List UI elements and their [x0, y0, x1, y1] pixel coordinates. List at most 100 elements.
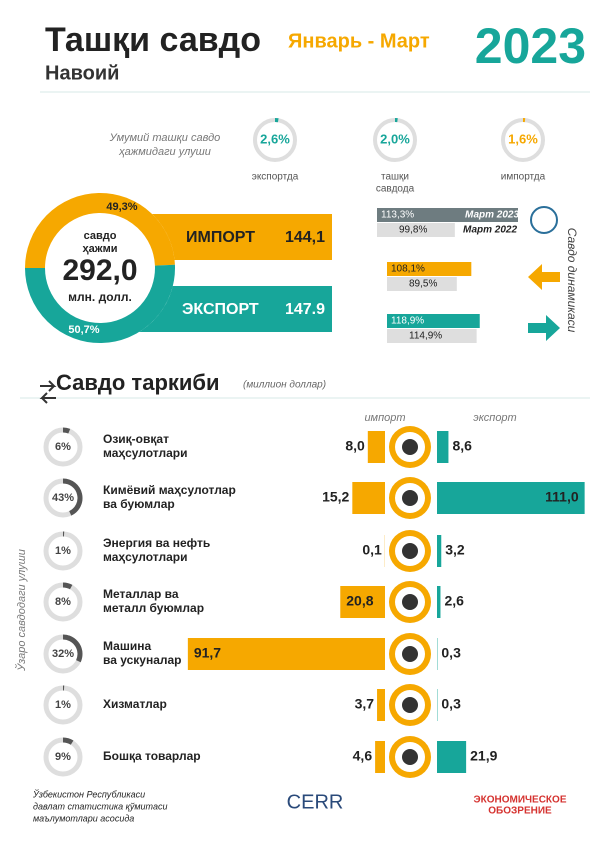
shares-caption: Умумий ташқи савдо — [109, 132, 221, 144]
export-label: 3,2 — [445, 542, 465, 558]
year: 2023 — [475, 18, 586, 74]
import-share: 49,3% — [106, 201, 137, 213]
import-name: ИМПОРТ — [186, 229, 255, 246]
export-share: 50,7% — [68, 324, 99, 336]
export-bar — [437, 431, 449, 463]
export-name: ЭКСПОРТ — [182, 301, 259, 318]
category-icon-core — [402, 490, 418, 506]
row-name: металл буюмлар — [103, 601, 204, 615]
category-icon-core — [402, 543, 418, 559]
current-bar — [377, 208, 466, 222]
legend-bar — [462, 208, 518, 222]
title: Ташқи савдо — [45, 21, 261, 59]
row-name: Металлар ва — [103, 587, 179, 601]
row-share-label: 32% — [52, 648, 74, 660]
structure-unit: (миллион доллар) — [243, 380, 326, 391]
share-label: 1,6% — [508, 131, 538, 146]
current-label: 113,3% — [381, 210, 414, 221]
arrow-left-icon — [528, 264, 560, 290]
previous-bar — [387, 277, 457, 291]
shares-caption: ҳажмидаги улуши — [118, 146, 211, 158]
legend-current: Март 2023 — [465, 210, 519, 221]
row-share-arc — [62, 737, 74, 745]
import-label: 8,0 — [345, 438, 365, 454]
current-label: 108,1% — [391, 264, 425, 275]
export-value: 147.9 — [285, 301, 325, 318]
share-name: ташқи — [381, 172, 409, 183]
export-label: 21,9 — [470, 748, 497, 764]
row-share-label: 6% — [55, 441, 71, 453]
row-share-label: 9% — [55, 751, 71, 763]
share-label: 2,0% — [380, 131, 410, 146]
export-label: 8,6 — [452, 438, 472, 454]
export-label: 0,3 — [441, 645, 461, 661]
export-label: 2,6 — [444, 593, 464, 609]
exchange-icon — [530, 206, 558, 234]
import-bar — [340, 586, 385, 618]
import-bar — [377, 689, 385, 721]
export-bar — [437, 741, 467, 773]
donut-hole — [25, 193, 175, 343]
volume-caption: савдо — [84, 230, 117, 242]
row-name: маҳсулотлари — [103, 550, 187, 564]
donut-import — [25, 193, 175, 269]
import-bar — [187, 638, 385, 670]
current-bar — [387, 262, 472, 276]
category-icon-core — [402, 697, 418, 713]
row-share-arc — [62, 427, 71, 434]
volume-unit: млн. долл. — [68, 290, 132, 304]
import-label: 4,6 — [353, 748, 373, 764]
import-value: 144,1 — [285, 229, 325, 246]
volume-total: 292,0 — [62, 254, 137, 287]
row-share-arc — [62, 478, 83, 516]
import-label: 0,1 — [362, 542, 382, 558]
row-name: Хизматлар — [103, 697, 167, 711]
previous-bar — [387, 329, 477, 343]
donut-export — [25, 264, 175, 343]
import-bar — [375, 741, 385, 773]
footer-source: давлат статистика қўмитаси — [33, 801, 167, 811]
row-name: ва ускуналар — [103, 653, 182, 667]
arrows-icon — [39, 380, 57, 404]
category-icon-core — [402, 439, 418, 455]
export-label: 111,0 — [545, 489, 579, 505]
import-bar — [352, 482, 385, 514]
category-icon-core — [402, 594, 418, 610]
row-name: Бошқа товарлар — [103, 749, 201, 763]
import-label: 3,7 — [355, 696, 375, 712]
import-label: 20,8 — [346, 593, 373, 609]
export-label: 0,3 — [441, 696, 461, 712]
category-icon-core — [402, 749, 418, 765]
logo-right: ЭКОНОМИЧЕСКОЕ — [474, 795, 567, 806]
import-label: 15,2 — [322, 489, 349, 505]
export-bar — [437, 586, 441, 618]
export-header: экспорт — [473, 412, 516, 424]
previous-label: 99,8% — [399, 225, 427, 236]
dynamics-title: Савдо динамикаси — [565, 228, 579, 333]
row-name: Машина — [103, 639, 151, 653]
import-label: 91,7 — [194, 645, 221, 661]
structure-title: Савдо таркиби — [56, 370, 220, 395]
import-bar — [367, 431, 385, 463]
category-icon-core — [402, 646, 418, 662]
row-name: Кимёвий маҳсулотлар — [103, 483, 236, 497]
current-bar — [387, 314, 480, 328]
row-name: ва буюмлар — [103, 497, 175, 511]
row-share-label: 8% — [55, 596, 71, 608]
arrow-right-icon — [528, 315, 560, 341]
footer-source: маълумотлари асосида — [33, 813, 134, 823]
import-header: импорт — [364, 412, 405, 424]
period: Январь - Март — [288, 30, 430, 52]
row-share-arc — [62, 582, 73, 590]
logo-left: CERR — [287, 791, 344, 813]
row-share-arc — [62, 634, 83, 663]
share-name: савдода — [376, 184, 415, 195]
volume-caption: ҳажми — [83, 243, 118, 255]
previous-label: 89,5% — [409, 279, 437, 290]
share-name: импортда — [501, 172, 546, 183]
logo-right: ОБОЗРЕНИЕ — [488, 806, 552, 817]
row-name: маҳсулотлари — [103, 446, 187, 460]
current-label: 118,9% — [391, 316, 424, 327]
export-bar — [437, 535, 442, 567]
